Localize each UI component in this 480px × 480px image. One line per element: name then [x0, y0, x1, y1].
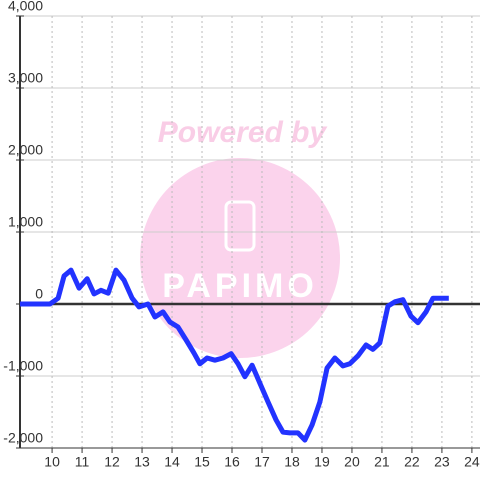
y-tick-label: 3,000	[8, 70, 43, 86]
x-tick-label: 15	[194, 454, 210, 470]
y-tick-label: 4,000	[8, 0, 43, 14]
y-tick-label: 0	[35, 286, 43, 302]
x-tick-label: 23	[434, 454, 450, 470]
x-tick-label: 21	[374, 454, 390, 470]
x-tick-label: 22	[404, 454, 420, 470]
watermark-logo: PAPIMO	[162, 267, 318, 305]
y-tick-label: -2,000	[3, 430, 43, 446]
x-tick-label: 17	[254, 454, 270, 470]
y-tick-label: -1,000	[3, 358, 43, 374]
x-tick-label: 24	[464, 454, 480, 470]
y-tick-label: 2,000	[8, 142, 43, 158]
x-tick-label: 16	[224, 454, 240, 470]
x-tick-label: 10	[44, 454, 60, 470]
x-tick-label: 12	[104, 454, 120, 470]
x-tick-label: 14	[164, 454, 180, 470]
watermark-icon	[224, 200, 256, 252]
watermark-title: Powered by	[158, 116, 328, 149]
line	[20, 267, 449, 443]
x-tick-label: 13	[134, 454, 150, 470]
watermark-circle	[140, 158, 340, 358]
x-tick-label: 19	[314, 454, 330, 470]
x-tick-label: 11	[75, 454, 90, 470]
x-tick-label: 20	[344, 454, 360, 470]
y-tick-label: 1,000	[8, 214, 43, 230]
x-tick-label: 18	[284, 454, 300, 470]
